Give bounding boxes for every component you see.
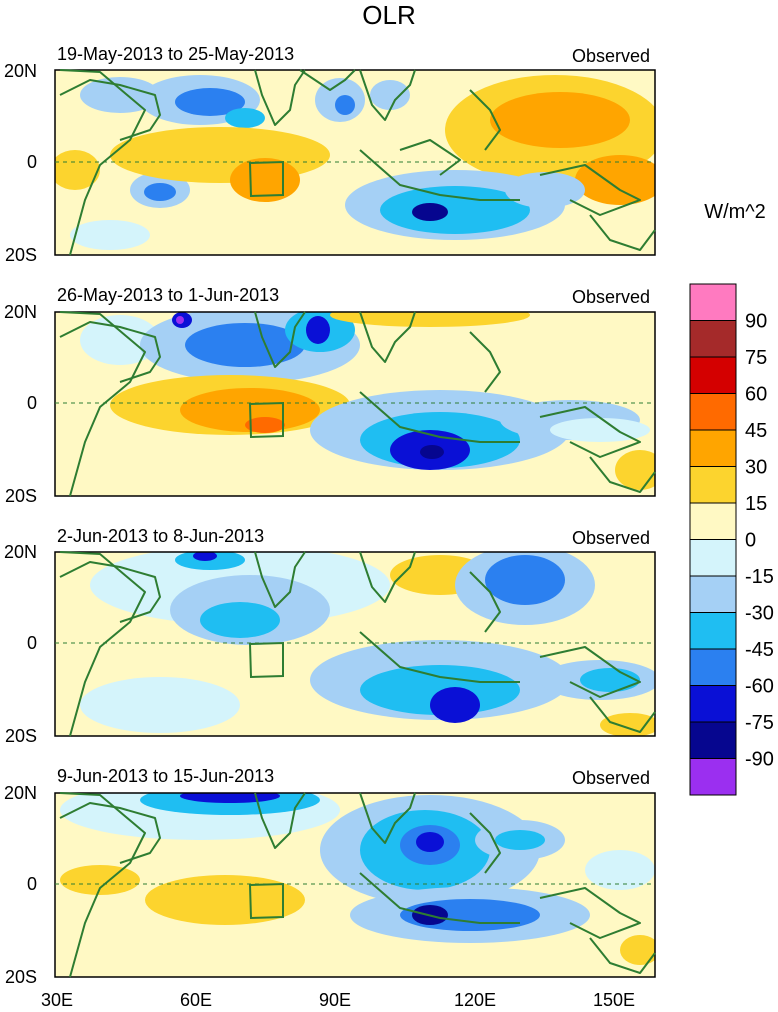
panel-1-label: Observed [572, 46, 650, 66]
colorbar-swatch [689, 429, 737, 467]
colorbar-swatch [689, 466, 737, 504]
panel-1-field [55, 70, 655, 255]
colorbar-swatch [689, 502, 737, 540]
panel-3: 2-Jun-2013 to 8-Jun-2013 Observed 20N 0 … [4, 526, 656, 746]
y-tick-20n: 20N [4, 783, 37, 803]
panel-3-period: 2-Jun-2013 to 8-Jun-2013 [57, 526, 264, 546]
colorbar-label: 75 [745, 347, 767, 369]
y-tick-0: 0 [27, 633, 37, 653]
panel-4-period: 9-Jun-2013 to 15-Jun-2013 [57, 766, 274, 786]
panel-4-field [55, 793, 655, 977]
x-tick-30e: 30E [41, 990, 73, 1010]
colorbar-swatch [689, 685, 737, 723]
y-tick-20n: 20N [4, 61, 37, 81]
panel-3-field [55, 552, 655, 736]
colorbar-label: 0 [745, 530, 756, 552]
panel-4-label: Observed [572, 768, 650, 788]
colorbar-swatch [689, 575, 737, 613]
x-tick-60e: 60E [180, 990, 212, 1010]
panel-1-period: 19-May-2013 to 25-May-2013 [57, 44, 294, 64]
colorbar-label: 30 [745, 457, 767, 479]
colorbar-swatch [689, 356, 737, 394]
panel-2-period: 26-May-2013 to 1-Jun-2013 [57, 285, 279, 305]
y-tick-0: 0 [27, 152, 37, 172]
y-tick-20n: 20N [4, 542, 37, 562]
x-tick-150e: 150E [593, 990, 635, 1010]
x-tick-120e: 120E [454, 990, 496, 1010]
colorbar-swatch [689, 320, 737, 358]
y-tick-0: 0 [27, 874, 37, 894]
colorbar-label: 15 [745, 493, 767, 515]
panel-2-field [55, 312, 655, 496]
colorbar-swatch [689, 648, 737, 686]
panel-4: 9-Jun-2013 to 15-Jun-2013 Observed 20N 0… [4, 766, 656, 987]
colorbar-label: -45 [745, 639, 774, 661]
colorbar-label: -15 [745, 566, 774, 588]
y-tick-20s: 20S [5, 726, 37, 746]
y-tick-0: 0 [27, 393, 37, 413]
panel-3-label: Observed [572, 528, 650, 548]
colorbar-label: 60 [745, 384, 767, 406]
panel-2-label: Observed [572, 287, 650, 307]
colorbar-swatch [689, 539, 737, 577]
figure-title: OLR [362, 0, 415, 30]
colorbar-label: -30 [745, 603, 774, 625]
panel-2: 26-May-2013 to 1-Jun-2013 Observed 20N 0… [4, 285, 656, 506]
colorbar-label: 90 [745, 311, 767, 333]
y-tick-20s: 20S [5, 967, 37, 987]
y-tick-20n: 20N [4, 302, 37, 322]
colorbar-label: -90 [745, 749, 774, 771]
colorbar-swatch [689, 721, 737, 759]
x-tick-90e: 90E [319, 990, 351, 1010]
colorbar-swatch [689, 393, 737, 431]
colorbar-label: -60 [745, 676, 774, 698]
colorbar-swatch [689, 283, 737, 321]
colorbar-title: W/m^2 [704, 201, 766, 223]
y-tick-20s: 20S [5, 486, 37, 506]
colorbar-swatch [689, 758, 737, 796]
colorbar-label: 45 [745, 420, 767, 442]
colorbar-swatch [689, 612, 737, 650]
colorbar: 90 75 60 45 30 15 0 -15 -30 -45 -60 -75 -90 [689, 283, 774, 796]
panel-1: 19-May-2013 to 25-May-2013 Observed 20N … [4, 44, 656, 265]
colorbar-label: -75 [745, 712, 774, 734]
y-tick-20s: 20S [5, 245, 37, 265]
